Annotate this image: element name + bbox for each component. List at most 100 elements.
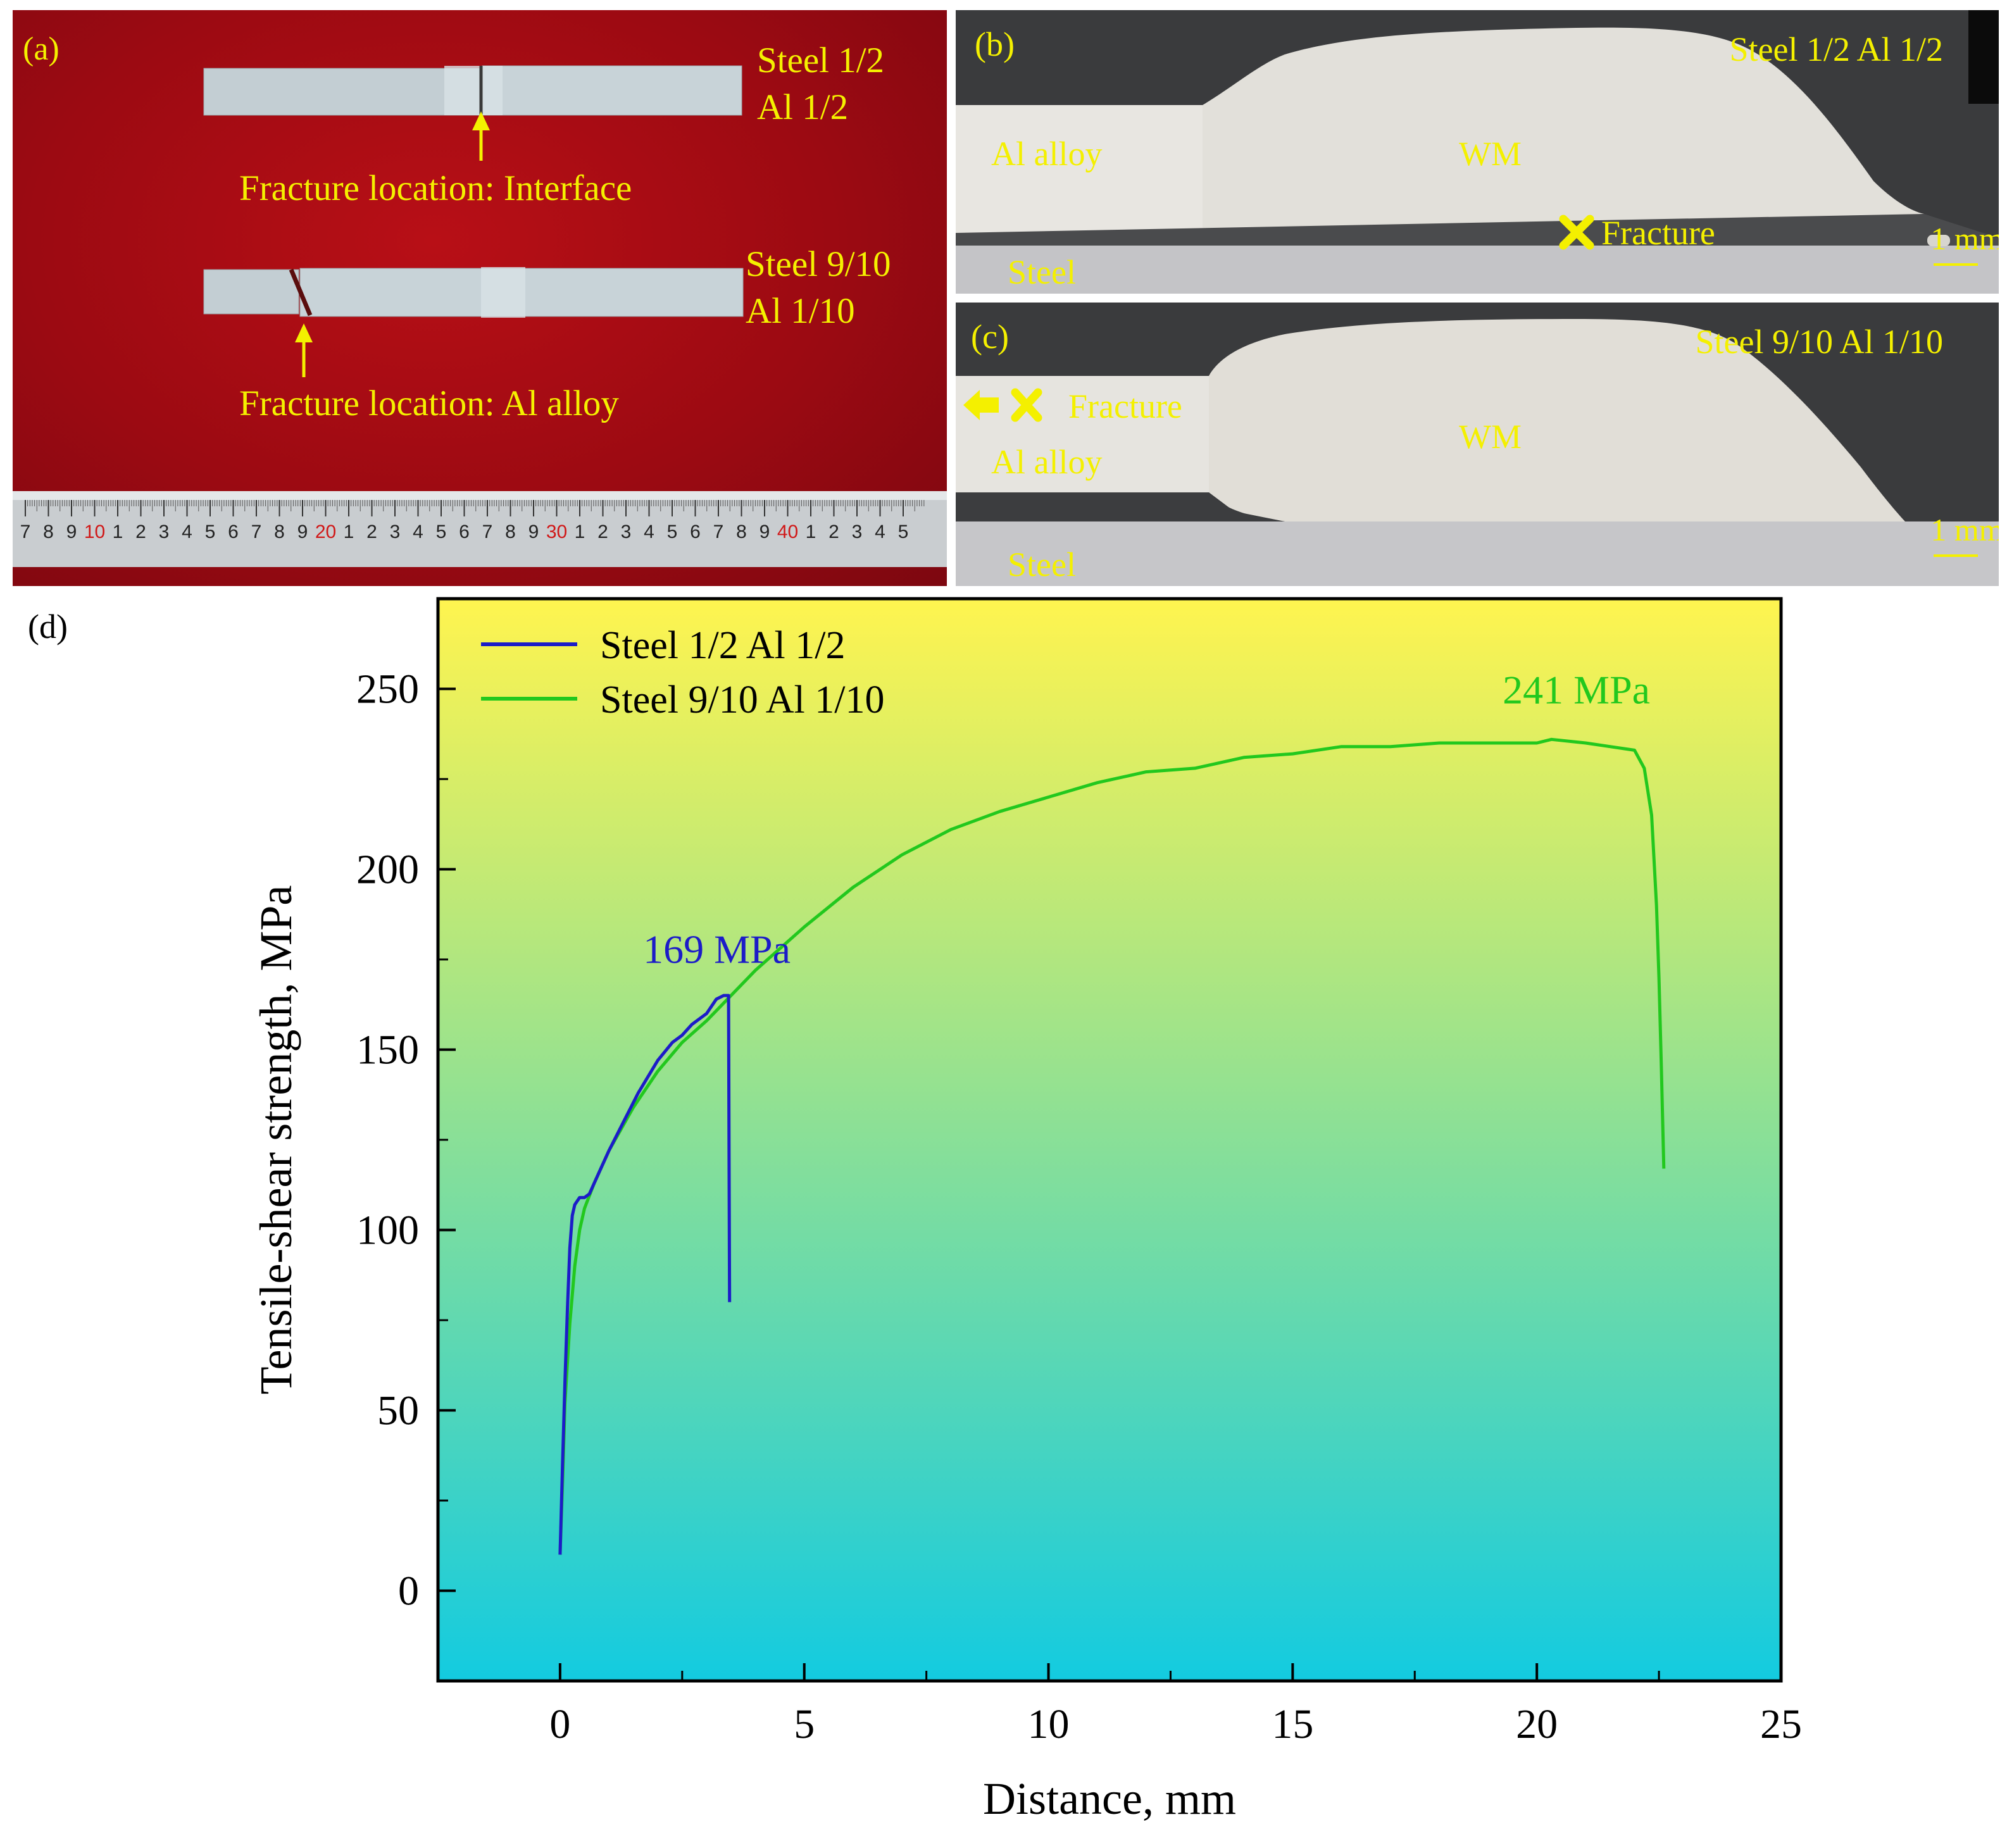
ruler-digit: 10 <box>84 521 105 542</box>
small-particle <box>1927 235 1950 246</box>
x-tick-label: 25 <box>1760 1701 1802 1747</box>
peak-annotation-1: 169 MPa <box>643 927 791 972</box>
panel-a-canvas: Fracture location: Interface Steel 1/2 A… <box>13 31 947 567</box>
legend: Steel 1/2 Al 1/2 Steel 9/10 Al 1/10 <box>481 624 885 721</box>
ruler-digit: 8 <box>736 521 747 542</box>
ruler-digit: 4 <box>644 521 654 542</box>
ruler-digit: 2 <box>366 521 377 542</box>
x-tick-label: 15 <box>1272 1701 1313 1747</box>
panel-c-label: (c) <box>971 318 1009 356</box>
ruler-digit: 9 <box>297 521 308 542</box>
ruler-digit: 1 <box>344 521 354 542</box>
spec1-line2: Al 1/2 <box>757 87 848 127</box>
ruler-digit: 6 <box>690 521 701 542</box>
series-line-1 <box>558 994 732 1555</box>
ruler-digit: 1 <box>113 521 123 542</box>
spec1-line1: Steel 1/2 <box>757 41 884 80</box>
wm-label: WM <box>1459 135 1522 173</box>
specimen-lower-overlap <box>481 267 525 318</box>
x-tick-label: 10 <box>1028 1701 1070 1747</box>
ruler-digit: 7 <box>482 521 493 542</box>
weld-metal-region <box>1209 319 1905 521</box>
panel-d-chart: 0 5 10 15 20 25 0 50 100 150 200 250 169 MPa 241 MPa… <box>0 595 2007 1848</box>
x-tick-label: 20 <box>1516 1701 1558 1747</box>
weld-metal-region <box>1203 27 1924 234</box>
y-tick-label: 150 <box>356 1027 419 1073</box>
ruler-digit: 4 <box>182 521 192 542</box>
ruler-digit: 2 <box>597 521 608 542</box>
arrow-interface-head <box>472 111 490 130</box>
spec2-line1: Steel 9/10 <box>746 244 891 284</box>
ruler-digit: 3 <box>159 521 170 542</box>
ruler-digit: 8 <box>505 521 516 542</box>
specimen-lower-left <box>203 269 299 315</box>
ruler-digit: 5 <box>436 521 447 542</box>
panel-b-title: Steel 1/2 Al 1/2 <box>1730 30 1944 68</box>
series-layer <box>558 737 1666 1555</box>
corner-black-block <box>1968 10 1999 104</box>
legend-label-series-1: Steel 1/2 Al 1/2 <box>600 624 846 667</box>
al-alloy-label: Al alloy <box>991 443 1102 481</box>
ruler-digit: 6 <box>459 521 470 542</box>
ruler-digit: 9 <box>760 521 770 542</box>
legend-label-series-2: Steel 9/10 Al 1/10 <box>600 678 885 721</box>
ruler-digit: 2 <box>828 521 839 542</box>
ruler-digit: 3 <box>390 521 401 542</box>
y-tick-label: 250 <box>356 666 419 713</box>
y-tick-label: 100 <box>356 1208 419 1254</box>
steel-label: Steel <box>1008 546 1076 584</box>
y-tick-label: 50 <box>377 1388 419 1434</box>
y-tick-label: 200 <box>356 847 419 893</box>
ruler-digit: 5 <box>205 521 216 542</box>
scale-label: 1 mm <box>1930 512 1999 547</box>
scale-label: 1 mm <box>1930 221 1999 256</box>
panel-b-label: (b) <box>975 25 1015 63</box>
ruler-digit: 7 <box>251 521 262 542</box>
x-axis-label: Distance, mm <box>983 1773 1236 1824</box>
x-tick-label: 0 <box>549 1701 570 1747</box>
annotation-layer: 169 MPa 241 MPa <box>643 667 1650 971</box>
fracture-al-label: Fracture location: Al alloy <box>239 384 619 423</box>
ruler-digit: 8 <box>274 521 285 542</box>
panel-c-title: Steel 9/10 Al 1/10 <box>1696 323 1944 361</box>
panel-d-label: (d) <box>28 608 68 646</box>
steel-region <box>956 521 1999 586</box>
ruler-digit: 7 <box>20 521 31 542</box>
panel-b-micrograph: (b) Steel 1/2 Al 1/2 Al alloy WM Steel F… <box>956 10 1999 294</box>
bottom-dark-gap <box>956 214 1999 246</box>
plot-area <box>438 599 1781 1681</box>
ruler-digit: 9 <box>528 521 539 542</box>
al-alloy-region <box>956 376 1209 492</box>
ruler-digit: 40 <box>777 521 798 542</box>
al-oxide-layer <box>956 492 1285 521</box>
ruler-digits: 7 8 9 10 1 2 3 4 5 6 7 8 9 20 1 2 3 4 5 6 7 8 9 30 1 2 3 4 5 6 7 8 9 40 1 2… <box>20 521 909 542</box>
spec2-line2: Al 1/10 <box>746 291 855 331</box>
ruler-digit: 6 <box>228 521 239 542</box>
panel-b-canvas: (b) Steel 1/2 Al 1/2 Al alloy WM Steel F… <box>956 10 1999 294</box>
al-alloy-crack <box>289 268 313 316</box>
ruler-digit: 5 <box>898 521 909 542</box>
steel-region <box>956 246 1999 294</box>
panel-c-canvas: (c) Steel 9/10 Al 1/10 Fracture Al alloy… <box>956 318 1999 586</box>
fracture-x-icon <box>1011 388 1042 422</box>
ruler-digit: 9 <box>66 521 77 542</box>
ruler-digit: 2 <box>135 521 146 542</box>
panel-c-micrograph: (c) Steel 9/10 Al 1/10 Fracture Al alloy… <box>956 303 1999 586</box>
panel-a-photo: Fracture location: Interface Steel 1/2 A… <box>13 10 947 586</box>
ruler-digit: 7 <box>713 521 724 542</box>
ruler-ticks <box>25 500 925 516</box>
fracture-label: Fracture <box>1601 214 1715 252</box>
ruler-digit: 30 <box>546 521 567 542</box>
specimen-upper-overlap <box>444 66 503 115</box>
fracture-label: Fracture <box>1068 387 1182 425</box>
al-alloy-region <box>956 105 1203 233</box>
ruler-digit: 1 <box>575 521 585 542</box>
ruler-shine <box>13 491 947 500</box>
ruler-digit: 3 <box>852 521 863 542</box>
specimen-upper-right <box>482 65 742 116</box>
fracture-x-icon <box>1559 215 1594 250</box>
ruler-digit: 8 <box>43 521 54 542</box>
steel-label: Steel <box>1008 253 1076 291</box>
peak-annotation-2: 241 MPa <box>1503 667 1650 712</box>
